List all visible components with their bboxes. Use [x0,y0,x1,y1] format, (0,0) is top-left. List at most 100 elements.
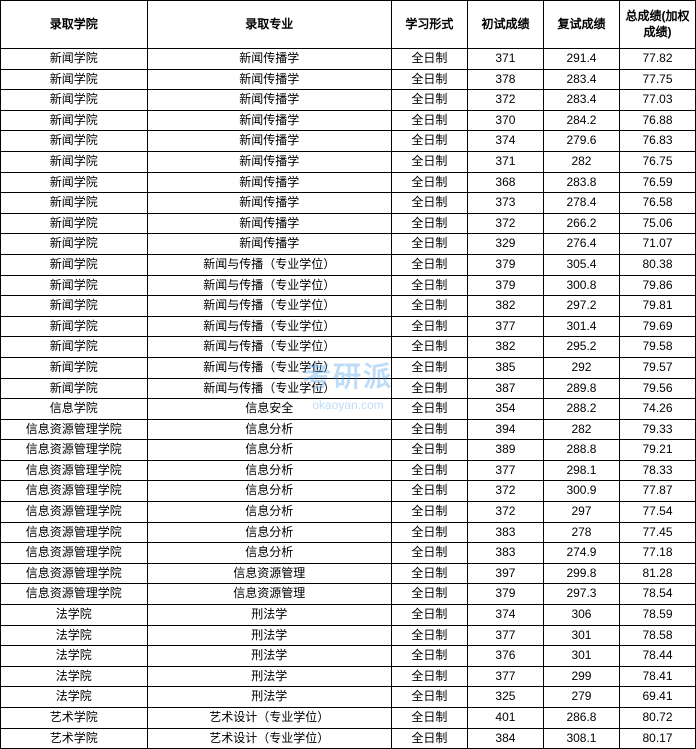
table-cell: 新闻学院 [1,213,148,234]
table-cell: 新闻学院 [1,378,148,399]
table-row: 新闻学院新闻传播学全日制370284.276.88 [1,110,696,131]
table-row: 信息资源管理学院信息分析全日制38327877.45 [1,522,696,543]
table-cell: 79.86 [619,275,695,296]
table-cell: 全日制 [391,625,467,646]
table-cell: 信息分析 [147,460,391,481]
table-cell: 全日制 [391,296,467,317]
table-cell: 377 [467,666,543,687]
table-cell: 379 [467,254,543,275]
table-cell: 信息资源管理学院 [1,522,148,543]
table-cell: 全日制 [391,357,467,378]
header-row: 录取学院 录取专业 学习形式 初试成绩 复试成绩 总成绩(加权成绩) [1,1,696,49]
table-cell: 385 [467,357,543,378]
table-cell: 信息资源管理学院 [1,419,148,440]
table-cell: 新闻学院 [1,110,148,131]
table-cell: 401 [467,708,543,729]
table-cell: 刑法学 [147,687,391,708]
table-cell: 法学院 [1,625,148,646]
table-cell: 371 [467,151,543,172]
table-row: 信息资源管理学院信息资源管理全日制379297.378.54 [1,584,696,605]
table-cell: 法学院 [1,666,148,687]
table-cell: 288.2 [543,399,619,420]
table-cell: 288.8 [543,440,619,461]
table-cell: 新闻与传播（专业学位） [147,316,391,337]
table-cell: 77.82 [619,49,695,70]
table-cell: 新闻传播学 [147,213,391,234]
table-cell: 79.69 [619,316,695,337]
table-cell: 76.58 [619,193,695,214]
table-cell: 81.28 [619,563,695,584]
table-cell: 78.41 [619,666,695,687]
table-cell: 新闻学院 [1,151,148,172]
table-cell: 384 [467,728,543,749]
table-cell: 301.4 [543,316,619,337]
header-score2: 复试成绩 [543,1,619,49]
table-cell: 71.07 [619,234,695,255]
table-cell: 78.44 [619,646,695,667]
table-cell: 信息分析 [147,419,391,440]
table-cell: 374 [467,131,543,152]
table-cell: 新闻传播学 [147,151,391,172]
table-cell: 77.18 [619,543,695,564]
table-cell: 383 [467,543,543,564]
table-cell: 374 [467,605,543,626]
table-cell: 全日制 [391,213,467,234]
table-cell: 新闻传播学 [147,172,391,193]
table-row: 信息学院信息安全全日制354288.274.26 [1,399,696,420]
table-cell: 78.59 [619,605,695,626]
table-cell: 78.58 [619,625,695,646]
table-cell: 299 [543,666,619,687]
table-cell: 信息分析 [147,522,391,543]
table-cell: 329 [467,234,543,255]
table-cell: 全日制 [391,90,467,111]
table-cell: 新闻传播学 [147,131,391,152]
admission-table: 录取学院 录取专业 学习形式 初试成绩 复试成绩 总成绩(加权成绩) 新闻学院新… [0,0,696,749]
table-cell: 325 [467,687,543,708]
table-cell: 299.8 [543,563,619,584]
table-cell: 371 [467,49,543,70]
table-cell: 艺术学院 [1,728,148,749]
table-cell: 全日制 [391,605,467,626]
table-cell: 艺术设计（专业学位） [147,728,391,749]
table-cell: 80.72 [619,708,695,729]
table-cell: 276.4 [543,234,619,255]
table-cell: 382 [467,337,543,358]
table-cell: 法学院 [1,646,148,667]
table-cell: 300.8 [543,275,619,296]
table-cell: 新闻传播学 [147,193,391,214]
table-cell: 377 [467,625,543,646]
table-cell: 新闻学院 [1,69,148,90]
table-cell: 394 [467,419,543,440]
table-cell: 298.1 [543,460,619,481]
table-cell: 新闻学院 [1,316,148,337]
table-cell: 283.4 [543,90,619,111]
table-cell: 全日制 [391,316,467,337]
table-cell: 信息资源管理学院 [1,543,148,564]
table-cell: 76.88 [619,110,695,131]
table-cell: 78.33 [619,460,695,481]
table-cell: 全日制 [391,687,467,708]
table-cell: 新闻学院 [1,296,148,317]
table-cell: 信息资源管理学院 [1,440,148,461]
table-cell: 378 [467,69,543,90]
table-cell: 77.45 [619,522,695,543]
table-cell: 80.17 [619,728,695,749]
table-cell: 77.54 [619,502,695,523]
table-row: 新闻学院新闻与传播（专业学位）全日制387289.879.56 [1,378,696,399]
table-cell: 刑法学 [147,666,391,687]
table-cell: 刑法学 [147,625,391,646]
table-cell: 297.3 [543,584,619,605]
table-cell: 74.26 [619,399,695,420]
table-row: 艺术学院艺术设计（专业学位）全日制401286.880.72 [1,708,696,729]
table-cell: 292 [543,357,619,378]
table-row: 新闻学院新闻传播学全日制329276.471.07 [1,234,696,255]
table-cell: 信息资源管理学院 [1,584,148,605]
table-cell: 新闻传播学 [147,69,391,90]
table-row: 新闻学院新闻与传播（专业学位）全日制379300.879.86 [1,275,696,296]
table-cell: 信息分析 [147,481,391,502]
table-header: 录取学院 录取专业 学习形式 初试成绩 复试成绩 总成绩(加权成绩) [1,1,696,49]
table-cell: 368 [467,172,543,193]
table-cell: 新闻学院 [1,234,148,255]
table-cell: 新闻传播学 [147,90,391,111]
table-cell: 76.75 [619,151,695,172]
